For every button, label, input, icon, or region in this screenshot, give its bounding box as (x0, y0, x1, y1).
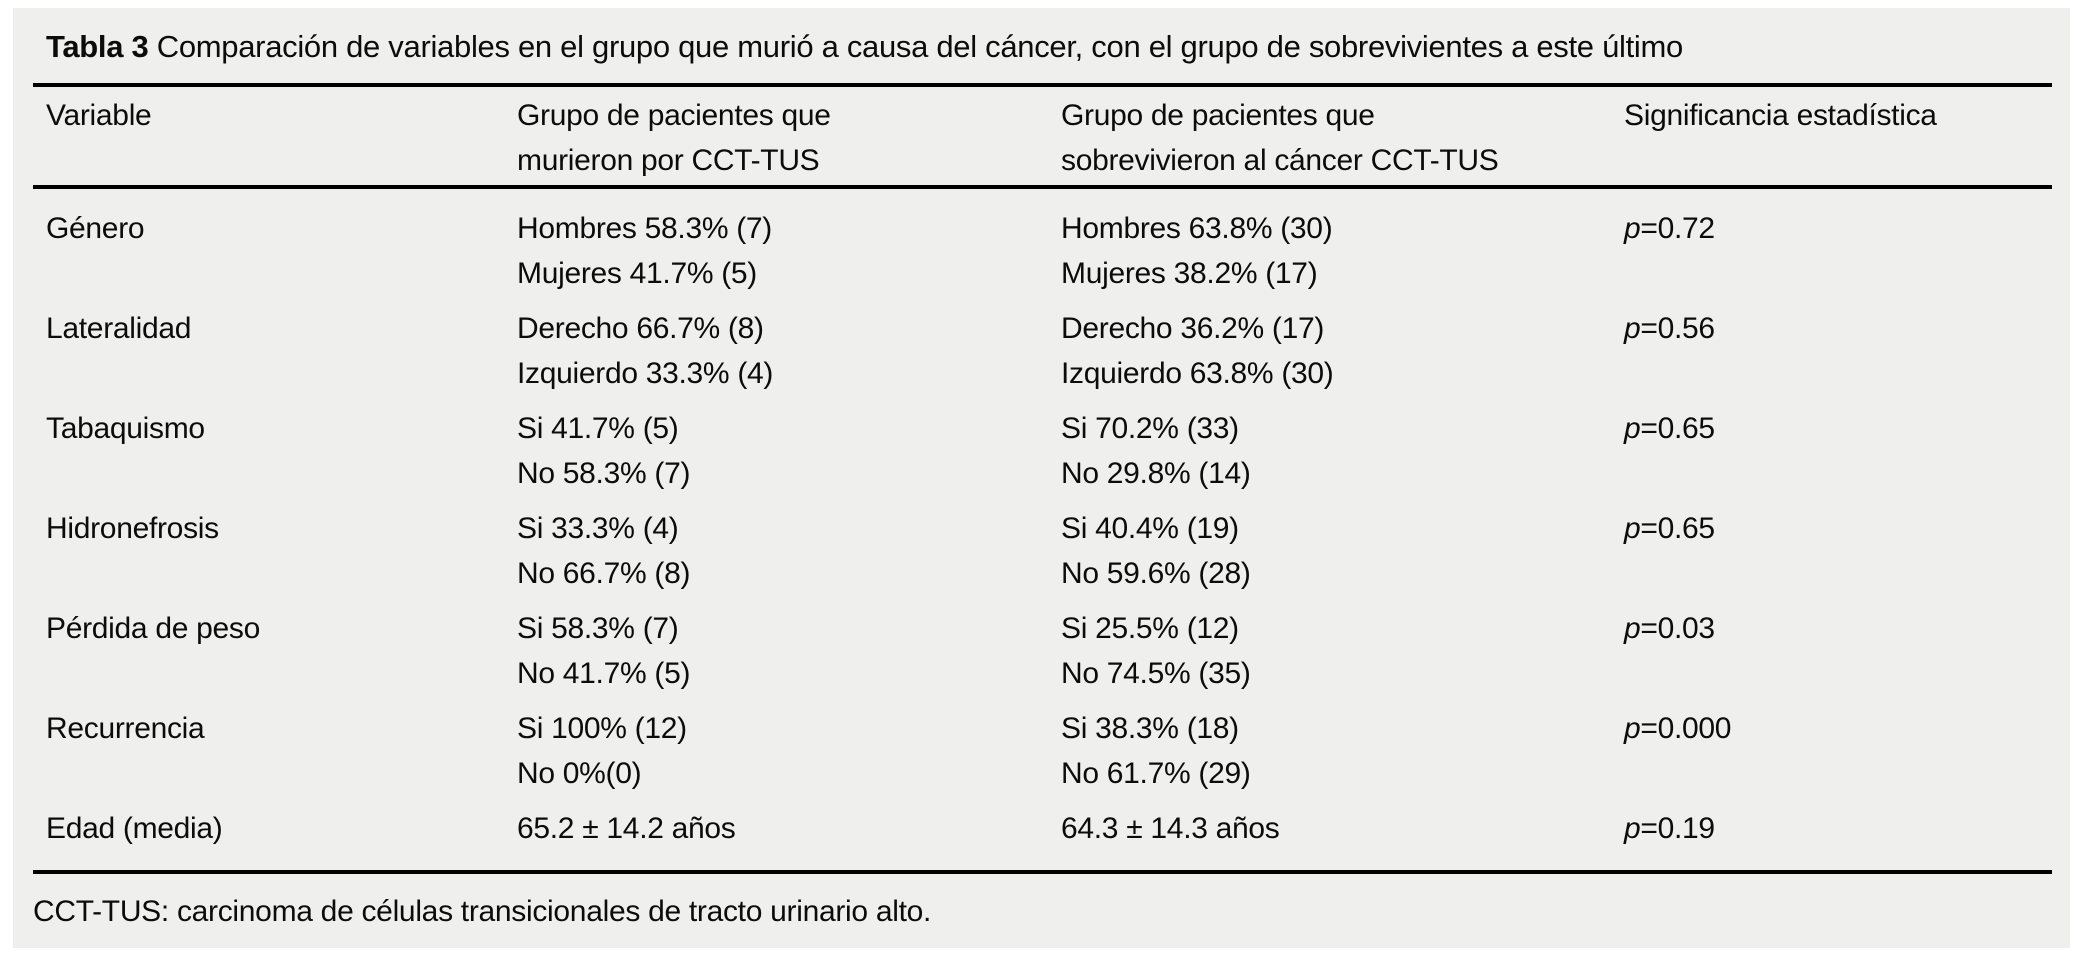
divider-bottom (33, 870, 2052, 874)
table-footnote: CCT-TUS: carcinoma de células transicion… (33, 895, 932, 928)
cell-p-value: p=0.65 (1624, 512, 1715, 545)
cell-died-group: 65.2 ± 14.2 años (517, 812, 736, 845)
p-symbol: p (1624, 612, 1641, 645)
p-symbol: p (1624, 212, 1641, 245)
cell-variable: Hidronefrosis (46, 512, 219, 545)
cell-survived-group: 64.3 ± 14.3 años (1061, 812, 1280, 845)
divider-header (33, 185, 2052, 189)
cell-variable: Recurrencia (46, 712, 205, 745)
table-row-lateralidad: Lateralidad Derecho 66.7% (8) Izquierdo … (33, 301, 2052, 401)
cell-p-value: p=0.65 (1624, 412, 1715, 445)
cell-p-value: p=0.72 (1624, 212, 1715, 245)
table-row-edad-media: Edad (media) 65.2 ± 14.2 años 64.3 ± 14.… (33, 801, 2052, 856)
cell-survived-group: Si 25.5% (12) No 74.5% (35) (1061, 612, 1251, 690)
table-title-text: Comparación de variables en el grupo que… (148, 29, 1684, 64)
p-symbol: p (1624, 712, 1641, 745)
cell-survived-group: Derecho 36.2% (17) Izquierdo 63.8% (30) (1061, 312, 1334, 390)
table-body: Género Hombres 58.3% (7) Mujeres 41.7% (… (33, 189, 2052, 856)
cell-died-group: Si 58.3% (7) No 41.7% (5) (517, 612, 691, 690)
table-row-perdida-de-peso: Pérdida de peso Si 58.3% (7) No 41.7% (5… (33, 601, 2052, 701)
cell-survived-group: Si 40.4% (19) No 59.6% (28) (1061, 512, 1251, 590)
header-cell-variable: Variable (46, 99, 152, 132)
table-row-hidronefrosis: Hidronefrosis Si 33.3% (4) No 66.7% (8) … (33, 501, 2052, 601)
cell-p-value: p=0.19 (1624, 812, 1715, 845)
table-row-tabaquismo: Tabaquismo Si 41.7% (5) No 58.3% (7) Si … (33, 401, 2052, 501)
cell-p-value: p=0.03 (1624, 612, 1715, 645)
cell-variable: Tabaquismo (46, 412, 205, 445)
cell-variable: Lateralidad (46, 312, 192, 345)
cell-died-group: Hombres 58.3% (7) Mujeres 41.7% (5) (517, 212, 772, 290)
table-title: Tabla 3 Comparación de variables en el g… (33, 8, 2052, 67)
cell-died-group: Derecho 66.7% (8) Izquierdo 33.3% (4) (517, 312, 774, 390)
cell-variable: Edad (media) (46, 812, 223, 845)
p-symbol: p (1624, 812, 1641, 845)
cell-survived-group: Si 38.3% (18) No 61.7% (29) (1061, 712, 1251, 790)
header-cell-survived-group: Grupo de pacientes que sobrevivieron al … (1061, 99, 1499, 177)
cell-variable: Género (46, 212, 145, 245)
table-panel: Tabla 3 Comparación de variables en el g… (13, 8, 2070, 948)
header-cell-died-group: Grupo de pacientes que murieron por CCT-… (517, 99, 831, 177)
cell-p-value: p=0.000 (1624, 712, 1732, 745)
cell-died-group: Si 100% (12) No 0%(0) (517, 712, 687, 790)
cell-survived-group: Hombres 63.8% (30) Mujeres 38.2% (17) (1061, 212, 1333, 290)
cell-died-group: Si 33.3% (4) No 66.7% (8) (517, 512, 691, 590)
table-row-recurrencia: Recurrencia Si 100% (12) No 0%(0) Si 38.… (33, 701, 2052, 801)
cell-died-group: Si 41.7% (5) No 58.3% (7) (517, 412, 691, 490)
table-row-genero: Género Hombres 58.3% (7) Mujeres 41.7% (… (33, 201, 2052, 301)
divider-top (33, 83, 2052, 87)
cell-variable: Pérdida de peso (46, 612, 260, 645)
cell-p-value: p=0.56 (1624, 312, 1715, 345)
table-header-row: Variable Grupo de pacientes que murieron… (33, 87, 2052, 185)
p-symbol: p (1624, 512, 1641, 545)
header-cell-significance: Significancia estadística (1624, 99, 1937, 132)
table-title-label: Tabla 3 (46, 29, 149, 64)
p-symbol: p (1624, 412, 1641, 445)
cell-survived-group: Si 70.2% (33) No 29.8% (14) (1061, 412, 1251, 490)
p-symbol: p (1624, 312, 1641, 345)
